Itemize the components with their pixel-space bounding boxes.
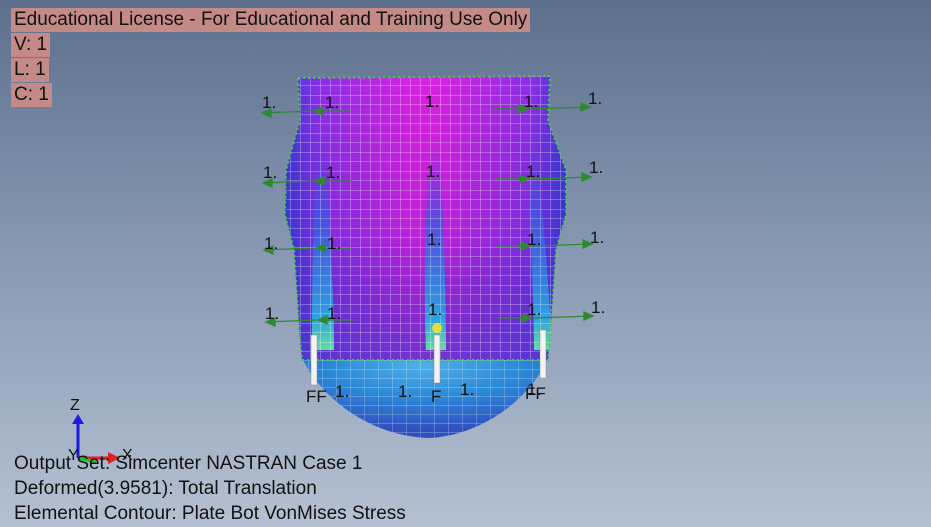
load-arrow-head xyxy=(519,173,531,185)
load-label: 1. xyxy=(265,304,280,323)
load-label: 1. xyxy=(526,162,541,181)
deformed-text: Deformed(3.9581): Total Translation xyxy=(14,478,317,499)
load-arrow-head xyxy=(583,310,595,322)
constraint-label: F xyxy=(431,387,442,406)
load-label: 1. xyxy=(327,234,342,253)
load-label: 1. xyxy=(524,92,539,111)
load-arrow xyxy=(530,176,592,180)
load-label: 1. xyxy=(589,158,604,177)
load-label: 1. xyxy=(527,300,542,319)
shell-body xyxy=(283,74,567,361)
load-label: 1. xyxy=(326,163,341,182)
color-indicator: C: 1 xyxy=(11,83,52,107)
load-label: 1. xyxy=(327,304,342,323)
view-indicator: V: 1 xyxy=(11,33,51,57)
load-arrow xyxy=(529,106,591,110)
load-arrows xyxy=(260,101,595,328)
load-arrow-head xyxy=(518,103,530,115)
load-arrow-head xyxy=(581,171,593,183)
load-arrow-head xyxy=(264,316,276,328)
axis-triad xyxy=(72,414,120,464)
load-label: 1. xyxy=(426,162,441,181)
layer-indicator: L: 1 xyxy=(11,58,49,82)
license-banner: Educational License - For Educational an… xyxy=(11,8,531,32)
load-arrow-head xyxy=(521,312,533,324)
load-arrow-head xyxy=(314,242,326,254)
constraint-label: FF xyxy=(306,387,327,406)
load-arrow-head xyxy=(312,105,324,117)
load-label: 1. xyxy=(427,230,442,249)
load-label: 1. xyxy=(325,93,340,112)
load-arrow-head xyxy=(520,240,532,252)
axis-label-z: Z xyxy=(70,397,80,414)
load-label: 1. xyxy=(425,92,440,111)
load-arrow xyxy=(531,243,593,247)
load-arrow-head xyxy=(262,244,274,256)
load-label: 1. xyxy=(263,163,278,182)
load-label: 1. xyxy=(398,382,413,401)
load-label: 1. xyxy=(460,380,475,399)
load-label: 1. xyxy=(588,89,603,108)
load-label: 1. xyxy=(262,93,277,112)
load-label: 1. xyxy=(335,382,350,401)
axis-label-y: Y xyxy=(68,447,79,464)
load-arrow-head xyxy=(261,177,273,189)
load-label: 1. xyxy=(591,298,606,317)
output-set-text: Output Set: Simcenter NASTRAN Case 1 xyxy=(14,453,363,474)
load-arrow-head xyxy=(580,101,592,113)
load-label: 1. xyxy=(590,228,605,247)
load-arrow xyxy=(532,315,594,319)
constraint-symbols xyxy=(310,323,547,386)
load-arrow-head xyxy=(313,175,325,187)
load-label: 1. xyxy=(527,380,542,399)
load-arrow-head xyxy=(260,107,272,119)
constraint-label: FF xyxy=(525,384,546,403)
load-arrow-head xyxy=(316,314,328,326)
contour-text: Elemental Contour: Plate Bot VonMises St… xyxy=(14,503,406,524)
load-arrow-head xyxy=(582,238,594,250)
load-label: 1. xyxy=(527,230,542,249)
load-label: 1. xyxy=(264,234,279,253)
bottom-cap xyxy=(302,358,548,438)
load-label: 1. xyxy=(428,300,443,319)
axis-label-x: X xyxy=(122,447,133,464)
